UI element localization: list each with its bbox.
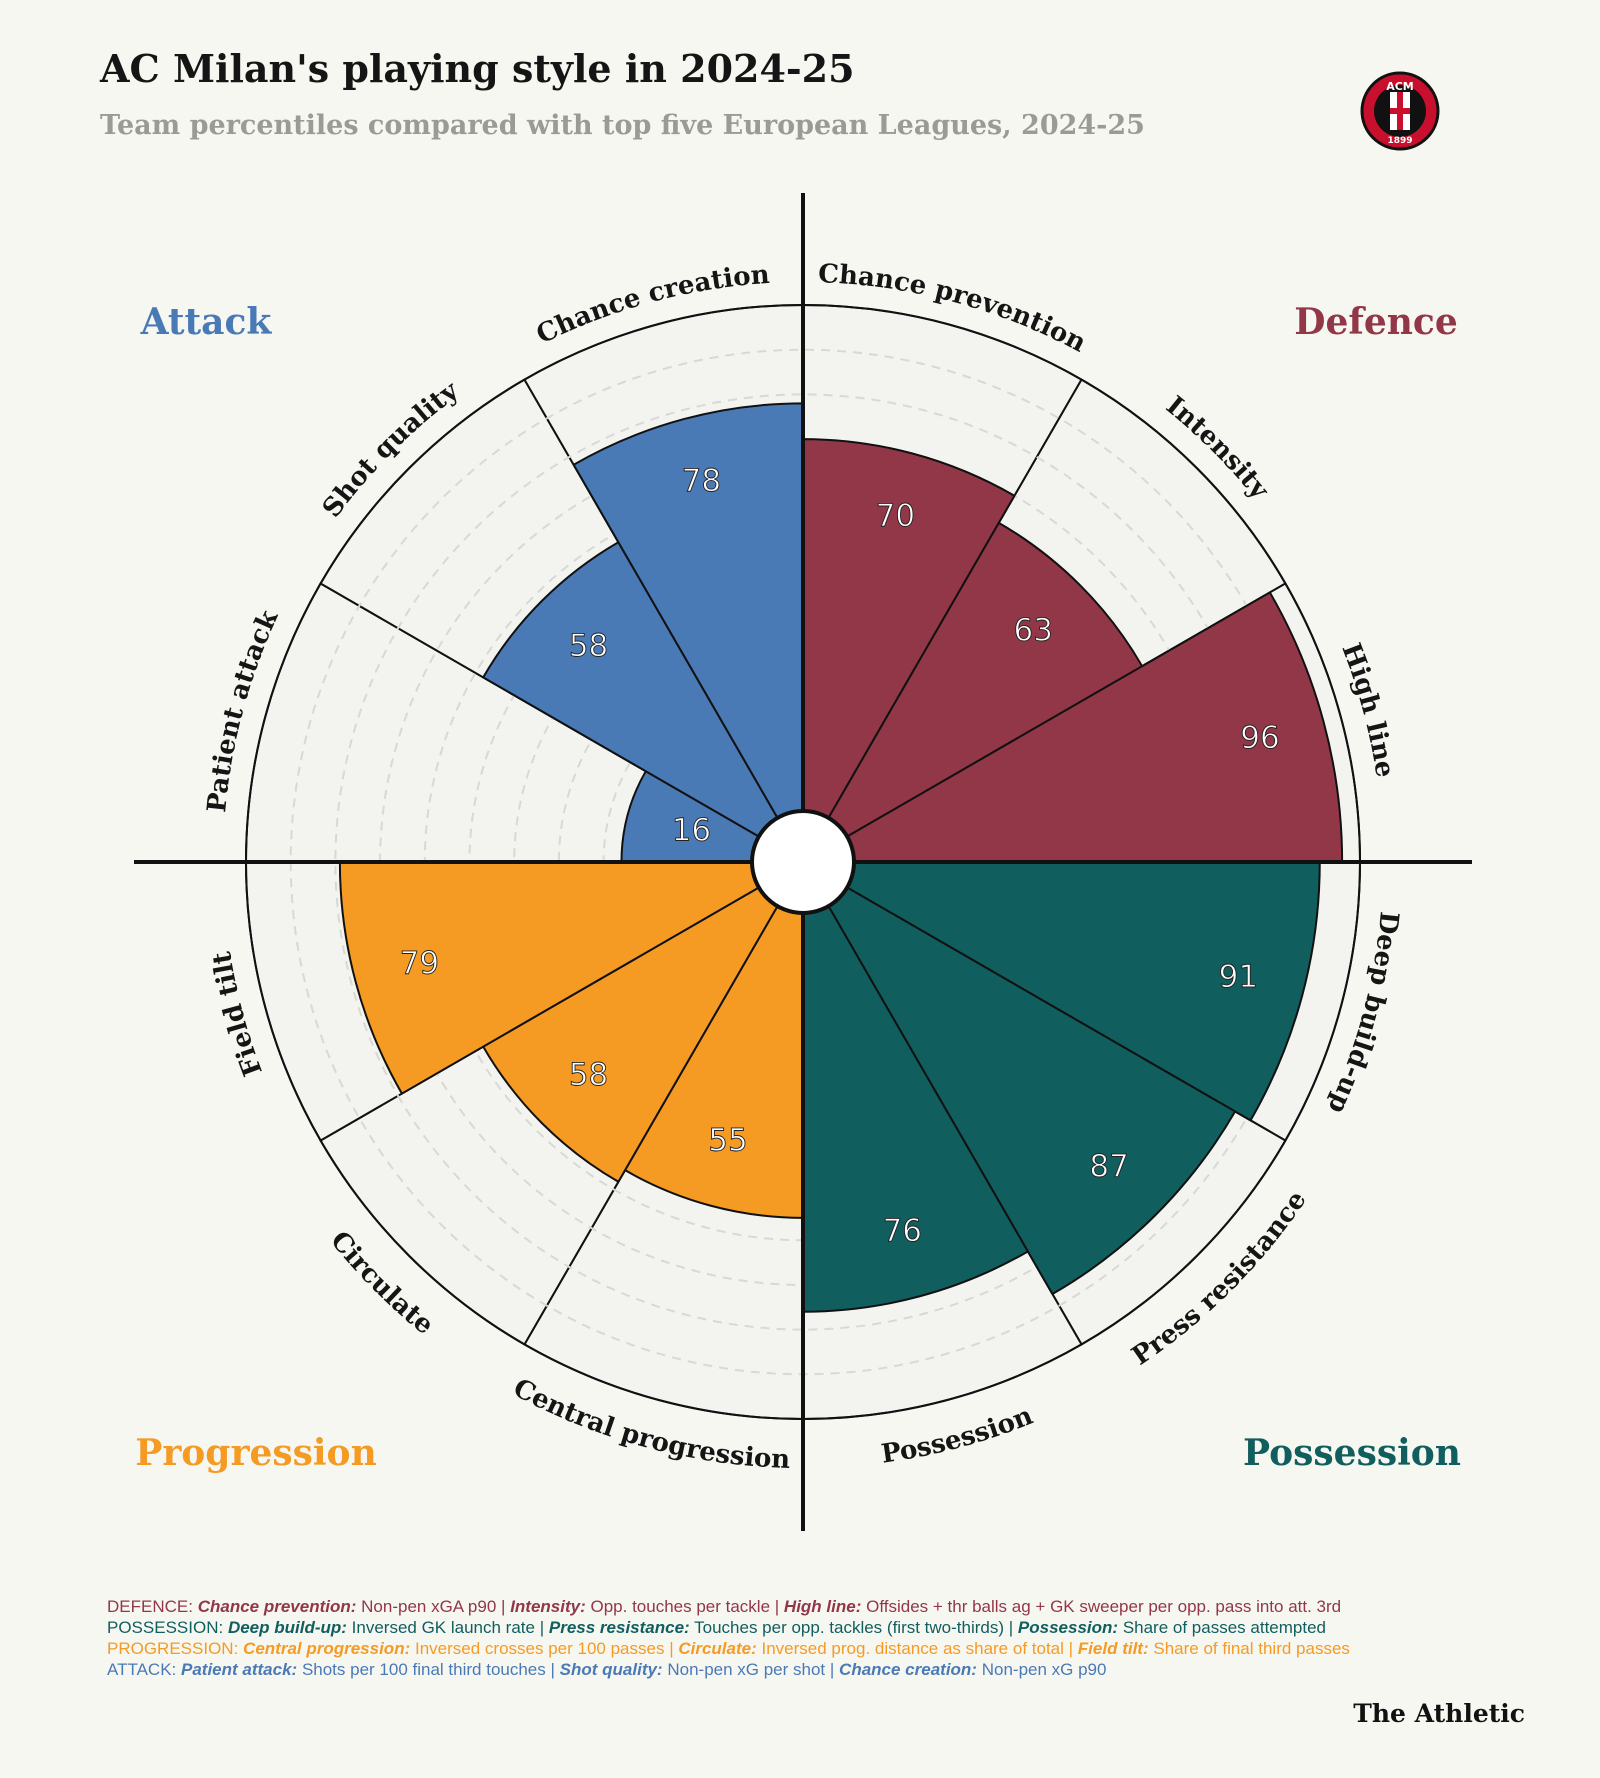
- value-label: 96: [1240, 720, 1279, 756]
- note-term: Press resistance:: [548, 1618, 690, 1637]
- category-label-text: Possession: [879, 1401, 1037, 1470]
- note-line: POSSESSION: Deep build-up: Inversed GK l…: [107, 1617, 1350, 1638]
- note-desc: Offsides + thr balls ag + GK sweeper per…: [866, 1597, 1342, 1616]
- note-desc: Touches per opp. tackles (first two-thir…: [694, 1618, 1005, 1637]
- note-line: DEFENCE: Chance prevention: Non-pen xGA …: [107, 1596, 1350, 1617]
- chart-title: AC Milan's playing style in 2024-25: [99, 46, 855, 91]
- note-group: DEFENCE:: [107, 1597, 193, 1616]
- note-separator: |: [550, 1660, 555, 1679]
- category-label: Possession: [879, 1401, 1037, 1470]
- note-desc: Non-pen xG p90: [981, 1660, 1107, 1679]
- note-separator: |: [669, 1639, 674, 1658]
- logo: ACM 1899: [1360, 71, 1440, 151]
- value-label: 55: [708, 1122, 747, 1158]
- note-desc: Shots per 100 final third touches: [301, 1660, 546, 1679]
- group-label: Defence: [1294, 301, 1458, 343]
- notes: DEFENCE: Chance prevention: Non-pen xGA …: [107, 1596, 1350, 1680]
- source: The Athletic: [1353, 1699, 1525, 1728]
- note-term: Field tilt:: [1077, 1639, 1149, 1658]
- value-label: 79: [400, 945, 439, 981]
- note-separator: |: [1008, 1618, 1014, 1637]
- logo-text: ACM: [1386, 80, 1414, 93]
- note-group: ATTACK:: [107, 1660, 177, 1679]
- logo-text: 1899: [1387, 136, 1412, 146]
- note-desc: Inversed crosses per 100 passes: [414, 1639, 665, 1658]
- note-separator: |: [774, 1597, 780, 1616]
- note-term: Intensity:: [510, 1597, 586, 1616]
- group-label: Attack: [140, 301, 273, 343]
- note-term: Deep build-up:: [227, 1618, 347, 1637]
- note-term: High line:: [783, 1597, 862, 1616]
- group-label: Progression: [135, 1432, 377, 1474]
- note-desc: Non-pen xGA p90: [361, 1597, 497, 1616]
- note-desc: Non-pen xG per shot: [667, 1660, 826, 1679]
- value-label: 78: [682, 463, 721, 499]
- note-term: Possession:: [1017, 1618, 1119, 1637]
- note-term: Patient attack:: [181, 1660, 298, 1679]
- note-term: Circulate:: [678, 1639, 757, 1658]
- value-label: 87: [1089, 1149, 1128, 1185]
- value-label: 76: [883, 1213, 922, 1249]
- note-separator: |: [501, 1597, 506, 1616]
- note-desc: Opp. touches per tackle: [590, 1597, 771, 1616]
- note-term: Chance creation:: [839, 1660, 977, 1679]
- chart-subtitle: Team percentiles compared with top five …: [100, 110, 1145, 141]
- note-line: ATTACK: Patient attack: Shots per 100 fi…: [107, 1659, 1350, 1680]
- logo-cross: [1390, 108, 1410, 114]
- note-line: PROGRESSION: Central progression: Invers…: [107, 1638, 1350, 1659]
- value-label: 63: [1014, 612, 1053, 648]
- note-term: Chance prevention:: [197, 1597, 357, 1616]
- note-desc: Share of final third passes: [1153, 1639, 1350, 1658]
- note-desc: Inversed prog. distance as share of tota…: [761, 1639, 1064, 1658]
- center-hole: [750, 809, 856, 915]
- note-group: POSSESSION:: [107, 1618, 224, 1637]
- note-group: PROGRESSION:: [107, 1639, 239, 1658]
- value-label: 91: [1219, 959, 1258, 995]
- note-separator: |: [829, 1660, 835, 1679]
- value-label: 58: [569, 628, 608, 664]
- group-label: Possession: [1243, 1432, 1461, 1474]
- note-term: Central progression:: [243, 1639, 411, 1658]
- value-label: 70: [876, 498, 915, 534]
- note-desc: Inversed GK launch rate: [351, 1618, 535, 1637]
- note-separator: |: [1068, 1639, 1074, 1658]
- note-term: Shot quality:: [559, 1660, 663, 1679]
- note-separator: |: [539, 1618, 545, 1637]
- note-desc: Share of passes attempted: [1122, 1618, 1326, 1637]
- value-label: 58: [569, 1057, 608, 1093]
- value-label: 16: [672, 813, 711, 849]
